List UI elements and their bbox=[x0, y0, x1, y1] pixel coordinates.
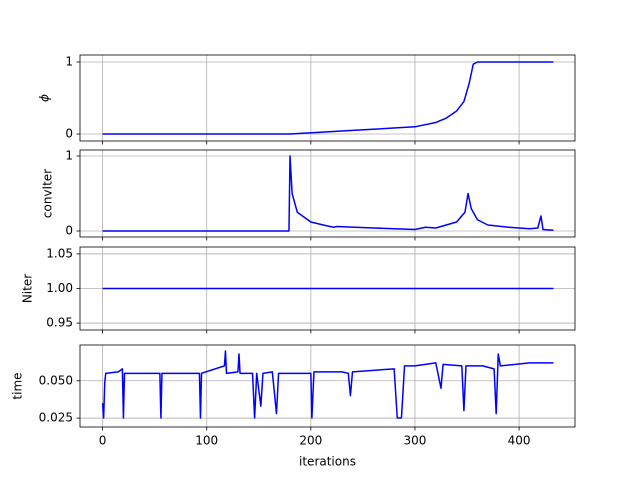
line bbox=[102, 155, 554, 232]
y-tick-label: 1.05 bbox=[46, 246, 73, 260]
x-tick-label: 100 bbox=[195, 434, 218, 448]
y-axis-label: convIter bbox=[41, 169, 55, 218]
y-tick-label: 1 bbox=[65, 149, 73, 163]
axes-frame bbox=[79, 246, 576, 331]
y-tick-label: 0 bbox=[65, 224, 73, 238]
y-axis-label: Niter bbox=[21, 274, 35, 303]
line bbox=[102, 61, 554, 135]
x-tick-label: 0 bbox=[99, 434, 107, 448]
axes-frame bbox=[79, 344, 576, 428]
y-axis-label: ϕ bbox=[38, 94, 52, 102]
y-tick-label: 0.050 bbox=[39, 373, 73, 387]
line bbox=[101, 350, 554, 419]
y-axis-label: time bbox=[11, 372, 25, 399]
y-tick-label: 0.95 bbox=[46, 316, 73, 330]
x-axis-label: iterations bbox=[299, 455, 356, 469]
y-tick-label: 0 bbox=[65, 127, 73, 141]
y-tick-label: 1 bbox=[65, 54, 73, 68]
y-tick-label: 1.00 bbox=[46, 281, 73, 295]
x-tick-label: 200 bbox=[299, 434, 322, 448]
x-tick-label: 400 bbox=[508, 434, 531, 448]
axes-frame bbox=[79, 54, 576, 142]
axes-frame bbox=[79, 149, 576, 238]
y-tick-label: 0.025 bbox=[39, 411, 73, 425]
x-tick-label: 300 bbox=[404, 434, 427, 448]
